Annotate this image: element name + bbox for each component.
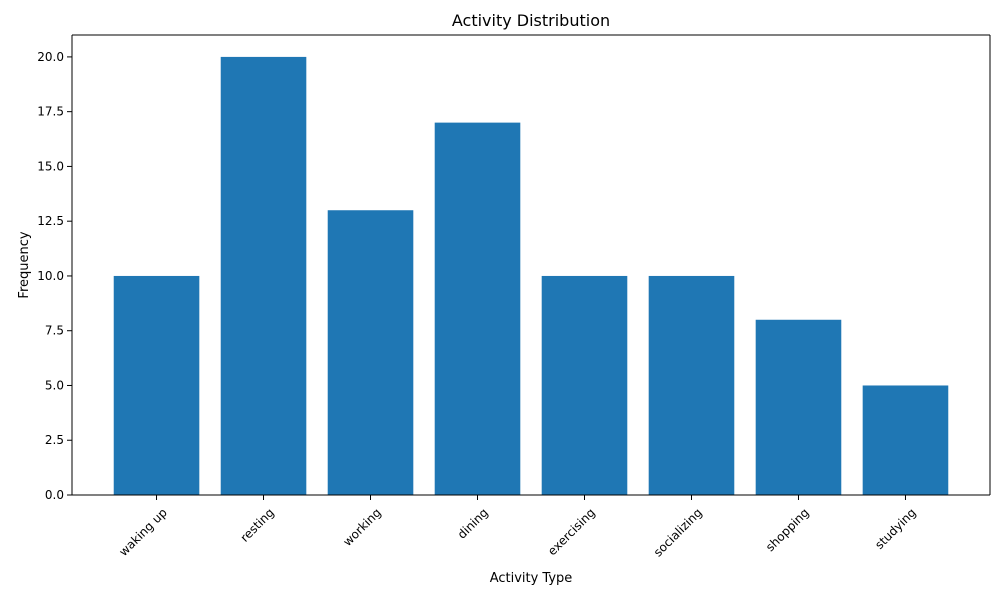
y-tick-label: 17.5 bbox=[37, 105, 64, 119]
x-tick-label: waking up bbox=[116, 505, 170, 559]
axes-frame bbox=[71, 34, 991, 496]
bar-waking-up bbox=[113, 275, 200, 495]
y-axis-label: Frequency bbox=[17, 231, 32, 298]
bar-shopping bbox=[755, 319, 842, 495]
x-tick-label: socializing bbox=[651, 505, 705, 559]
y-tick-label: 0.0 bbox=[45, 488, 64, 502]
y-axis-ticks: 0.0 2.5 5.0 7.5 10.0 12.5 15.0 17.5 20.0 bbox=[37, 50, 72, 502]
chart-title: Activity Distribution bbox=[452, 11, 610, 30]
bar-working bbox=[327, 210, 414, 495]
x-tick-label: dining bbox=[455, 505, 491, 541]
y-tick-label: 10.0 bbox=[37, 269, 64, 283]
bar-studying bbox=[862, 385, 949, 495]
y-tick-label: 20.0 bbox=[37, 50, 64, 64]
bars-group bbox=[113, 56, 949, 496]
y-tick-label: 2.5 bbox=[45, 433, 64, 447]
x-axis-ticks: waking up resting working dining exercising s… bbox=[116, 495, 919, 559]
x-tick-label: studying bbox=[872, 505, 919, 552]
bar-dining bbox=[434, 122, 521, 495]
x-axis-label: Activity Type bbox=[490, 571, 573, 586]
bar-resting bbox=[220, 56, 307, 496]
y-tick-label: 5.0 bbox=[45, 378, 64, 392]
bar-socializing bbox=[648, 275, 735, 495]
x-tick-label: working bbox=[340, 505, 384, 549]
x-tick-label: shopping bbox=[763, 505, 812, 554]
x-tick-label: exercising bbox=[545, 505, 598, 558]
x-tick-label: resting bbox=[238, 505, 277, 544]
y-tick-label: 7.5 bbox=[45, 324, 64, 338]
bar-exercising bbox=[541, 275, 628, 495]
y-tick-label: 12.5 bbox=[37, 214, 64, 228]
y-tick-label: 15.0 bbox=[37, 159, 64, 173]
